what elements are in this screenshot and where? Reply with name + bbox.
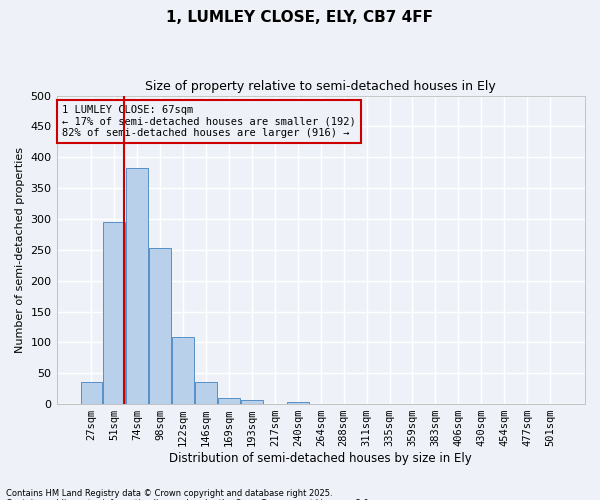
- Text: Contains public sector information licensed under the Open Government Licence v3: Contains public sector information licen…: [6, 498, 371, 500]
- Bar: [149, 248, 171, 404]
- Bar: [195, 382, 217, 404]
- Bar: [172, 338, 194, 404]
- X-axis label: Distribution of semi-detached houses by size in Ely: Distribution of semi-detached houses by …: [169, 452, 472, 465]
- Bar: [80, 382, 103, 404]
- Text: 1 LUMLEY CLOSE: 67sqm
← 17% of semi-detached houses are smaller (192)
82% of sem: 1 LUMLEY CLOSE: 67sqm ← 17% of semi-deta…: [62, 105, 356, 138]
- Text: 1, LUMLEY CLOSE, ELY, CB7 4FF: 1, LUMLEY CLOSE, ELY, CB7 4FF: [167, 10, 433, 25]
- Bar: [218, 398, 240, 404]
- Y-axis label: Number of semi-detached properties: Number of semi-detached properties: [15, 147, 25, 353]
- Bar: [287, 402, 309, 404]
- Bar: [241, 400, 263, 404]
- Bar: [103, 222, 125, 404]
- Bar: [127, 168, 148, 404]
- Text: Contains HM Land Registry data © Crown copyright and database right 2025.: Contains HM Land Registry data © Crown c…: [6, 488, 332, 498]
- Title: Size of property relative to semi-detached houses in Ely: Size of property relative to semi-detach…: [145, 80, 496, 93]
